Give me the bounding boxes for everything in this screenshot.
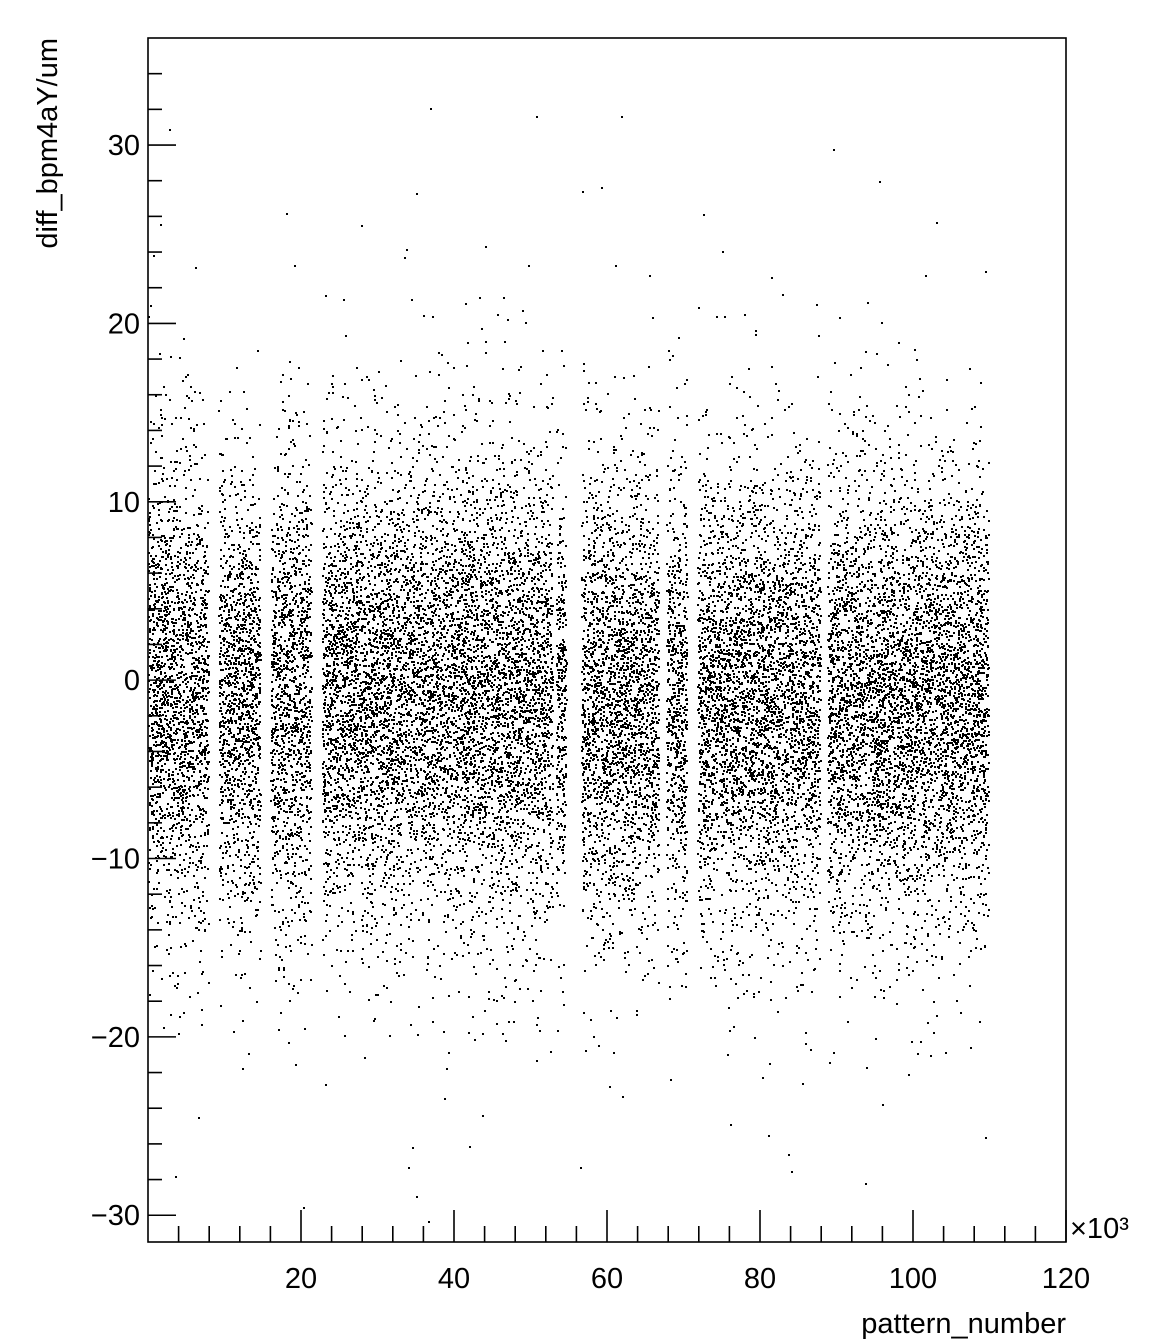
y-tick-label: −20 [91, 1022, 140, 1054]
y-tick-label: 0 [124, 665, 140, 697]
scatter-series-0 [148, 108, 990, 1223]
tick-labels: 20 40 60 80 100 120 −30 −20 −10 0 10 20 30 [91, 130, 1090, 1295]
x-tick-label: 20 [285, 1263, 317, 1295]
y-tick-label: −10 [91, 844, 140, 876]
plot-frame [147, 37, 1067, 1243]
data-points-layer [148, 108, 990, 1223]
x-tick-label: 120 [1042, 1263, 1090, 1295]
x-tick-label: 80 [744, 1263, 776, 1295]
x-axis-title: pattern_number [861, 1308, 1066, 1340]
y-tick-label: 30 [108, 130, 140, 162]
y-tick-label: 20 [108, 308, 140, 340]
axes [148, 72, 1067, 1242]
x-tick-label: 40 [438, 1263, 470, 1295]
x-tick-label: 100 [889, 1263, 937, 1295]
y-tick-label: −30 [91, 1200, 140, 1232]
x-axis-exponent-label: ×10³ [1070, 1213, 1129, 1245]
x-tick-label: 60 [591, 1263, 623, 1295]
y-axis-title: diff_bpm4aY/um [32, 38, 64, 249]
y-tick-label: 10 [108, 487, 140, 519]
